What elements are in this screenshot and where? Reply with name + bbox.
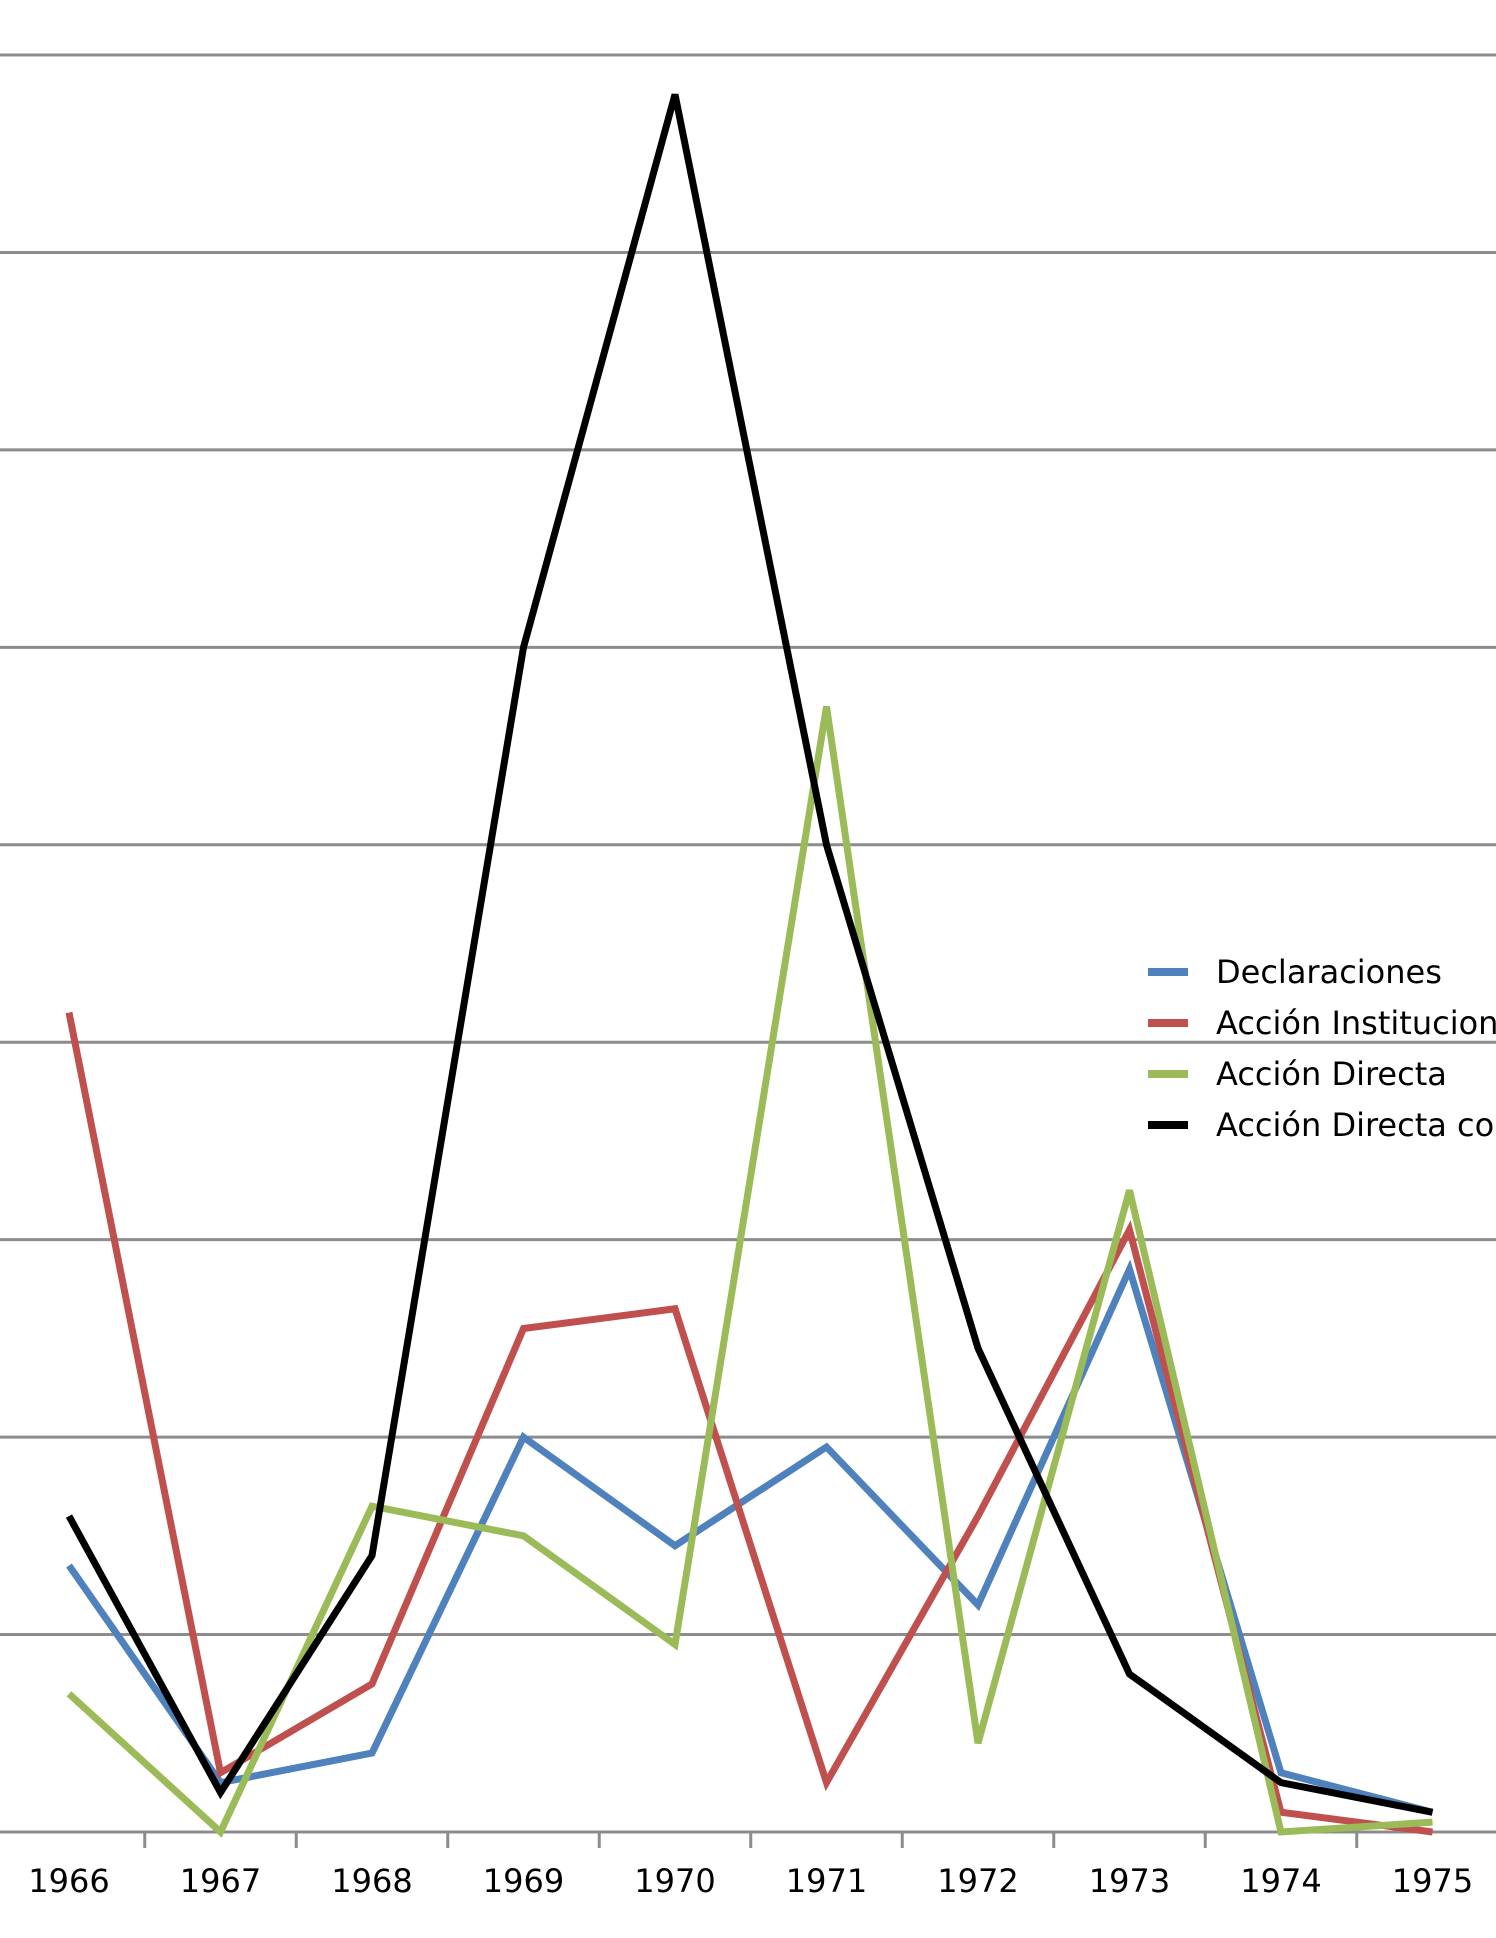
x-tick-label: 1971: [786, 1862, 867, 1900]
x-axis: 1966 1967 1968 1969 1970 1971 1972 1973 1974 1975: [0, 1830, 1496, 1900]
series-lines: [65, 93, 1434, 1838]
x-tick-label: 1972: [937, 1862, 1018, 1900]
gridlines: [0, 53, 1496, 1637]
legend-label: Acción Institucional: [1216, 1004, 1496, 1042]
x-tick-label: 1969: [483, 1862, 564, 1900]
x-tick-label: 1973: [1089, 1862, 1170, 1900]
x-tick-label: 1967: [180, 1862, 261, 1900]
x-tick-label: 1975: [1392, 1862, 1473, 1900]
series-line-2: [66, 706, 1433, 1838]
series-line-3: [65, 93, 1434, 1816]
x-tick-label: 1970: [634, 1862, 715, 1900]
x-tick-label: 1974: [1240, 1862, 1321, 1900]
x-tick-label: 1968: [331, 1862, 412, 1900]
legend-label: Acción Directa: [1216, 1055, 1447, 1093]
x-tick-label: 1966: [28, 1862, 109, 1900]
legend-label: Declaraciones: [1216, 953, 1442, 991]
legend-label: Acción Directa con: [1216, 1106, 1496, 1144]
legend: Declaraciones Acción Institucional Acción …: [1148, 953, 1496, 1144]
